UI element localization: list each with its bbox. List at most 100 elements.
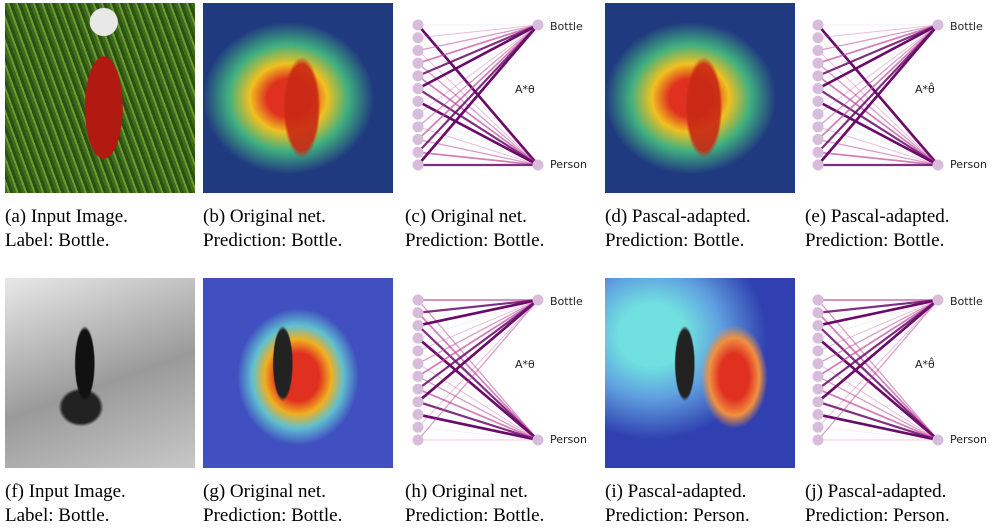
node xyxy=(413,70,424,81)
caption-line: Prediction: Bottle. xyxy=(605,229,744,253)
node xyxy=(813,109,824,120)
node xyxy=(413,32,424,43)
heatmap-image xyxy=(605,278,795,468)
edge xyxy=(818,389,938,440)
caption-line: (h) Original net. xyxy=(405,480,528,504)
caption-line: (f) Input Image. xyxy=(5,480,126,504)
node xyxy=(413,160,424,171)
figure: {"panels": [ {"caption": ["(a) Input Ima… xyxy=(0,0,996,531)
node xyxy=(413,147,424,158)
heatmap-image xyxy=(203,278,393,468)
node xyxy=(813,134,824,145)
edge xyxy=(418,25,538,76)
node xyxy=(413,396,424,407)
class-label: Person xyxy=(550,158,587,171)
caption-line: (a) Input Image. xyxy=(5,205,128,229)
node xyxy=(533,295,544,306)
node xyxy=(813,58,824,69)
caption-line: Label: Bottle. xyxy=(5,229,109,253)
node xyxy=(813,371,824,382)
node xyxy=(813,96,824,107)
node xyxy=(813,333,824,344)
node xyxy=(413,109,424,120)
caption-line: Label: Bottle. xyxy=(5,504,109,528)
node xyxy=(813,147,824,158)
input-image xyxy=(5,3,195,193)
edge xyxy=(418,25,538,127)
edge xyxy=(418,325,538,440)
node xyxy=(533,160,544,171)
node xyxy=(413,134,424,145)
node xyxy=(413,83,424,94)
node xyxy=(413,20,424,31)
heatmap-image xyxy=(203,3,393,193)
caption-line: (e) Pascal-adapted. xyxy=(805,205,950,229)
node xyxy=(413,307,424,318)
node xyxy=(813,83,824,94)
node xyxy=(813,409,824,420)
network-diagram: Bottle Person A*θ̂ xyxy=(805,278,995,468)
node xyxy=(933,20,944,31)
node xyxy=(413,422,424,433)
node xyxy=(813,358,824,369)
class-label: Bottle xyxy=(550,295,583,308)
node xyxy=(813,160,824,171)
caption-line: (b) Original net. xyxy=(203,205,326,229)
node xyxy=(813,295,824,306)
caption-line: Prediction: Bottle. xyxy=(203,504,342,528)
node xyxy=(813,121,824,132)
weight-label: A*θ̂ xyxy=(915,82,935,96)
node xyxy=(413,295,424,306)
node xyxy=(813,422,824,433)
node xyxy=(413,45,424,56)
input-image xyxy=(5,278,195,468)
node xyxy=(413,371,424,382)
caption-line: Prediction: Bottle. xyxy=(203,229,342,253)
caption-line: (i) Pascal-adapted. xyxy=(605,480,746,504)
caption-line: Prediction: Bottle. xyxy=(405,504,544,528)
network-diagram: Bottle Person A*θ xyxy=(405,278,595,468)
node xyxy=(813,435,824,446)
caption-line: Prediction: Bottle. xyxy=(405,229,544,253)
edge xyxy=(818,300,938,402)
caption-line: Prediction: Person. xyxy=(805,504,950,528)
node xyxy=(813,45,824,56)
class-label: Bottle xyxy=(950,295,983,308)
weight-label: A*θ̂ xyxy=(915,357,935,371)
class-label: Person xyxy=(950,158,987,171)
caption-line: Prediction: Person. xyxy=(605,504,750,528)
node xyxy=(933,160,944,171)
class-label: Person xyxy=(950,433,987,446)
node xyxy=(813,70,824,81)
node xyxy=(413,358,424,369)
class-label: Bottle xyxy=(950,20,983,33)
caption-line: Prediction: Bottle. xyxy=(805,229,944,253)
node xyxy=(813,384,824,395)
edge xyxy=(418,300,538,402)
edge xyxy=(818,25,938,76)
node xyxy=(813,20,824,31)
node xyxy=(413,345,424,356)
node xyxy=(413,409,424,420)
weight-label: A*θ xyxy=(515,83,535,96)
class-label: Person xyxy=(550,433,587,446)
weight-label: A*θ xyxy=(515,358,535,371)
caption-line: (c) Original net. xyxy=(405,205,527,229)
caption-line: (d) Pascal-adapted. xyxy=(605,205,751,229)
network-diagram: Bottle Person A*θ xyxy=(405,3,595,193)
node xyxy=(413,435,424,446)
node xyxy=(813,307,824,318)
node xyxy=(813,320,824,331)
node xyxy=(533,20,544,31)
caption-line: (j) Pascal-adapted. xyxy=(805,480,946,504)
node xyxy=(933,295,944,306)
caption-line: (g) Original net. xyxy=(203,480,326,504)
node xyxy=(813,396,824,407)
node xyxy=(813,32,824,43)
node xyxy=(413,121,424,132)
node xyxy=(413,320,424,331)
node xyxy=(413,333,424,344)
class-label: Bottle xyxy=(550,20,583,33)
network-diagram: Bottle Person A*θ̂ xyxy=(805,3,995,193)
heatmap-image xyxy=(605,3,795,193)
